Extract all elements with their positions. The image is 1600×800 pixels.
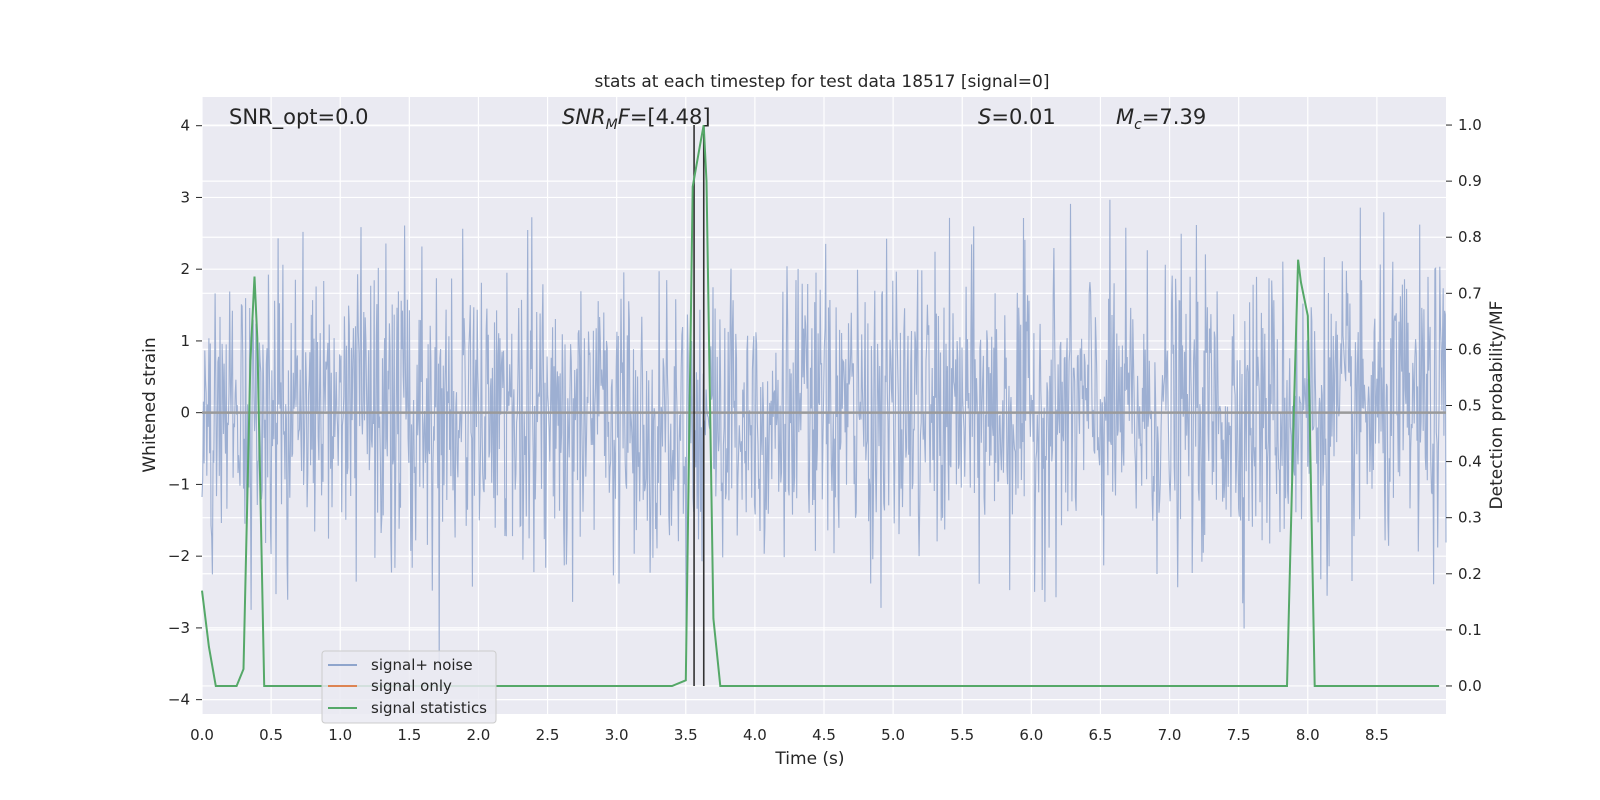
- y-axis: 4 3 2 1 0 −1 −2 −3 −4: [168, 117, 202, 709]
- y-tick-label: −1: [168, 475, 190, 493]
- x-axis-label: Time (s): [774, 749, 844, 769]
- y2-tick-label: 0.4: [1458, 453, 1482, 471]
- y2-tick-label: 0.0: [1458, 677, 1482, 695]
- y2-tick-label: 0.2: [1458, 565, 1482, 583]
- legend-label-signal-noise: signal+ noise: [371, 656, 473, 674]
- y-tick-label: −2: [168, 547, 190, 565]
- x-tick-label: 5.5: [950, 726, 974, 744]
- y-tick-label: −3: [168, 619, 190, 637]
- legend-box: [321, 650, 497, 724]
- x-tick-label: 8.0: [1296, 726, 1320, 744]
- legend-label-signal-only: signal only: [371, 677, 452, 695]
- legend: signal+ noise signal only signal statist…: [321, 650, 497, 724]
- x-tick-label: 2.5: [536, 726, 560, 744]
- x-tick-label: 7.5: [1227, 726, 1251, 744]
- x-tick-label: 6.0: [1019, 726, 1043, 744]
- y2-tick-label: 0.1: [1458, 621, 1482, 639]
- y-tick-label: 4: [180, 117, 190, 135]
- y2-tick-label: 0.5: [1458, 397, 1482, 415]
- y-tick-label: 1: [180, 332, 190, 350]
- x-axis: 0.0 0.5 1.0 1.5 2.0 2.5 3.0 3.5 4.0 4.5 5.0 5.5 6.0 6…: [190, 726, 1389, 744]
- signal-noise-series: [201, 199, 1447, 667]
- y2-tick-label: 0.8: [1458, 228, 1482, 246]
- x-tick-label: 3.0: [605, 726, 629, 744]
- x-tick-label: 0.0: [190, 726, 214, 744]
- chart-title: stats at each timestep for test data 185…: [595, 72, 1050, 92]
- annotation-snr-opt: SNR_opt=0.0: [229, 105, 369, 130]
- y2-tick-label: 0.7: [1458, 284, 1482, 302]
- x-tick-label: 5.0: [881, 726, 905, 744]
- series-signal-statistics: [201, 124, 1440, 687]
- y2-tick-label: 0.3: [1458, 509, 1482, 527]
- annotation-snr-mf: SNRMF=[4.48]: [562, 105, 711, 133]
- y2-axis: 1.0 0.9 0.8 0.7 0.6 0.5 0.4 0.3 0.2 0.1 0.0: [1446, 116, 1482, 695]
- y2-axis-label: Detection probability/MF: [1487, 301, 1507, 510]
- y-axis-label: Whitened strain: [140, 337, 160, 472]
- x-tick-label: 7.0: [1158, 726, 1182, 744]
- series-signal-noise: [201, 199, 1447, 667]
- legend-label-signal-statistics: signal statistics: [371, 699, 487, 717]
- y-tick-label: 3: [180, 188, 190, 206]
- annotation-mc: Mc=7.39: [1116, 105, 1206, 133]
- overlay-series: [201, 124, 1446, 687]
- x-tick-label: 8.5: [1365, 726, 1389, 744]
- y2-tick-label: 0.9: [1458, 172, 1482, 190]
- x-tick-label: 4.0: [743, 726, 767, 744]
- y-tick-label: −4: [168, 691, 190, 709]
- annotation-s: S=0.01: [978, 105, 1056, 129]
- y2-tick-label: 1.0: [1458, 116, 1482, 134]
- y2-tick-label: 0.6: [1458, 340, 1482, 358]
- x-tick-label: 1.0: [328, 726, 352, 744]
- y-tick-label: 0: [180, 404, 190, 422]
- x-tick-label: 2.0: [467, 726, 491, 744]
- x-tick-label: 3.5: [674, 726, 698, 744]
- x-tick-label: 1.5: [397, 726, 421, 744]
- x-tick-label: 6.5: [1089, 726, 1113, 744]
- y-tick-label: 2: [180, 260, 190, 278]
- x-tick-label: 0.5: [259, 726, 283, 744]
- x-tick-label: 4.5: [812, 726, 836, 744]
